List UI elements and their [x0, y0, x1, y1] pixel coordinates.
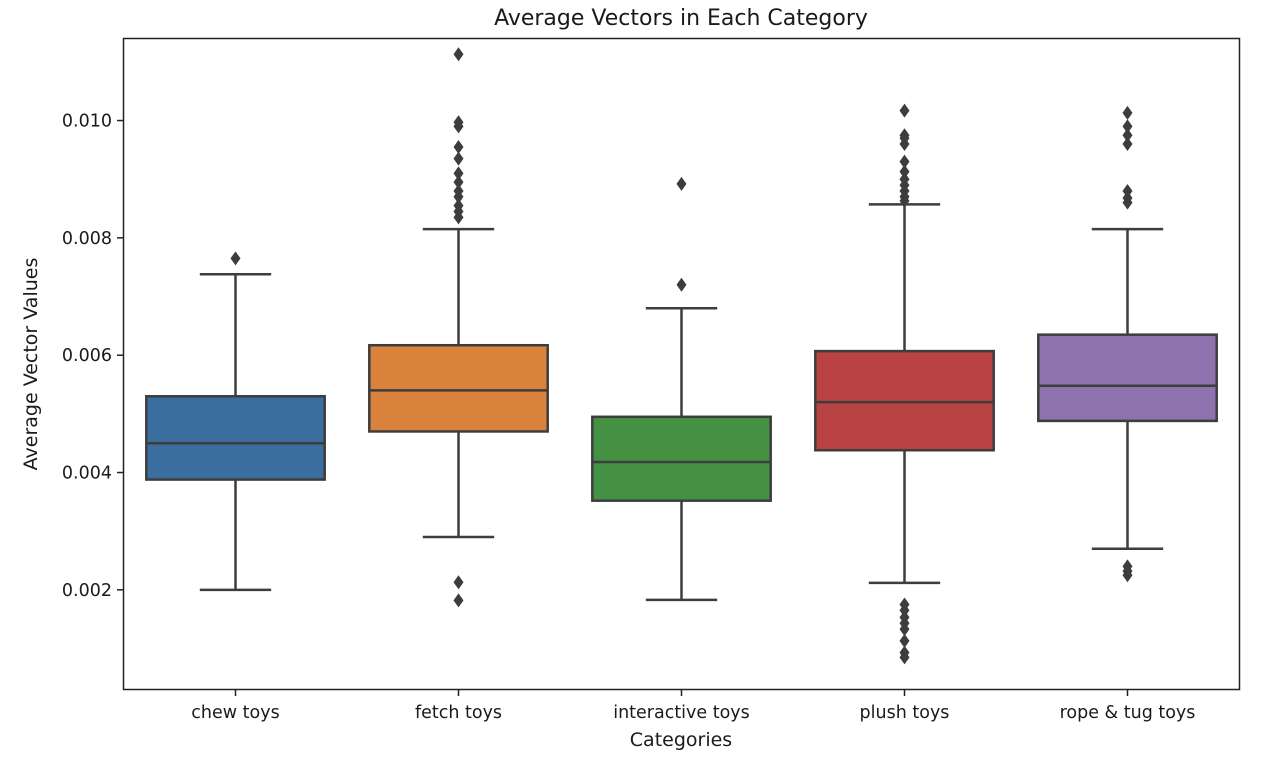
outlier-point: [453, 593, 464, 608]
x-tick-label: plush toys: [860, 703, 950, 723]
y-axis-label: Average Vector Values: [20, 258, 42, 471]
x-axis-label: Categories: [630, 729, 732, 751]
box-group: [145, 251, 326, 592]
outlier-point: [453, 175, 464, 190]
outlier-point: [453, 115, 464, 130]
outlier-point: [1122, 190, 1133, 205]
box-group: [814, 103, 995, 665]
box-group: [1037, 105, 1218, 583]
x-tick-label: chew toys: [191, 703, 279, 723]
outlier-point: [1122, 183, 1133, 198]
outlier-point: [1122, 137, 1133, 152]
box-group: [591, 176, 772, 602]
y-tick-label: 0.010: [62, 112, 112, 132]
outlier-point: [453, 575, 464, 590]
outlier-point: [899, 128, 910, 143]
outlier-point: [899, 597, 910, 612]
box-iqr: [814, 349, 995, 452]
box-iqr: [145, 395, 326, 481]
box-iqr: [1037, 333, 1218, 423]
box-iqr: [368, 343, 549, 433]
y-tick-label: 0.006: [62, 346, 112, 366]
y-tick-label: 0.008: [62, 229, 112, 249]
outlier-point: [453, 166, 464, 181]
x-tick-label: fetch toys: [415, 703, 502, 723]
chart-title: Average Vectors in Each Category: [494, 6, 868, 31]
outlier-point: [899, 610, 910, 625]
outlier-point: [899, 172, 910, 187]
outlier-point: [453, 198, 464, 213]
outlier-point: [453, 183, 464, 198]
x-tick-label: interactive toys: [613, 703, 750, 723]
outlier-point: [899, 633, 910, 648]
outlier-point: [1122, 119, 1133, 134]
y-tick-label: 0.002: [62, 581, 112, 601]
outlier-point: [676, 277, 687, 292]
x-axis: chew toys fetch toys interactive toys plush…: [191, 689, 1195, 723]
outlier-point: [899, 645, 910, 660]
y-tick-label: 0.004: [62, 464, 112, 484]
outlier-point: [1122, 559, 1133, 574]
outlier-point: [453, 151, 464, 166]
box-iqr: [591, 415, 772, 502]
outlier-point: [1122, 128, 1133, 143]
outlier-point: [676, 176, 687, 191]
outlier-point: [1122, 105, 1133, 120]
box-group: [368, 47, 549, 608]
outlier-point: [230, 251, 241, 266]
outlier-point: [899, 164, 910, 179]
outlier-point: [453, 139, 464, 154]
outlier-point: [453, 47, 464, 62]
x-tick-label: rope & tug toys: [1060, 703, 1196, 723]
outlier-point: [899, 103, 910, 118]
outlier-point: [899, 154, 910, 169]
y-axis: 0.002 0.004 0.006 0.008 0.010: [62, 112, 124, 601]
plot-area: [145, 47, 1218, 665]
